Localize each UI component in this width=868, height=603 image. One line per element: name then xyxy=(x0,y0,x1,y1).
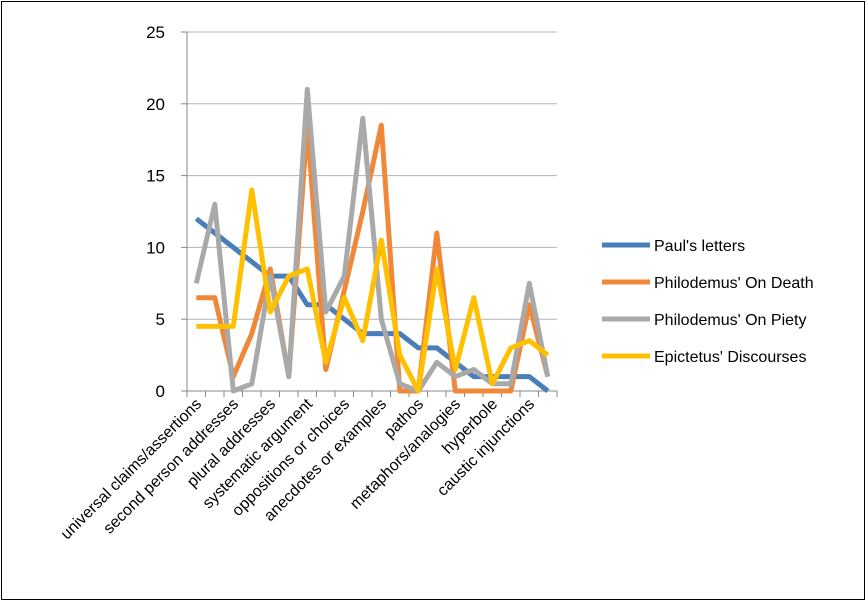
y-tick-label: 15 xyxy=(146,167,165,186)
series-lines xyxy=(196,89,548,391)
legend-label: Philodemus' On Piety xyxy=(654,312,806,329)
y-tick-label: 25 xyxy=(146,23,165,42)
y-tick-label: 10 xyxy=(146,238,165,257)
legend: Paul's letters Philodemus' On Death Philod… xyxy=(602,238,814,366)
y-tick-label: 0 xyxy=(156,382,165,401)
legend-label: Epictetus' Discourses xyxy=(654,349,806,366)
x-category-label: universal claims/assertions xyxy=(58,396,205,543)
legend-label: Paul's letters xyxy=(654,238,745,255)
axes xyxy=(181,32,557,397)
y-tick-label: 20 xyxy=(146,95,165,114)
y-tick-label: 5 xyxy=(156,310,165,329)
legend-label: Philodemus' On Death xyxy=(654,275,814,292)
